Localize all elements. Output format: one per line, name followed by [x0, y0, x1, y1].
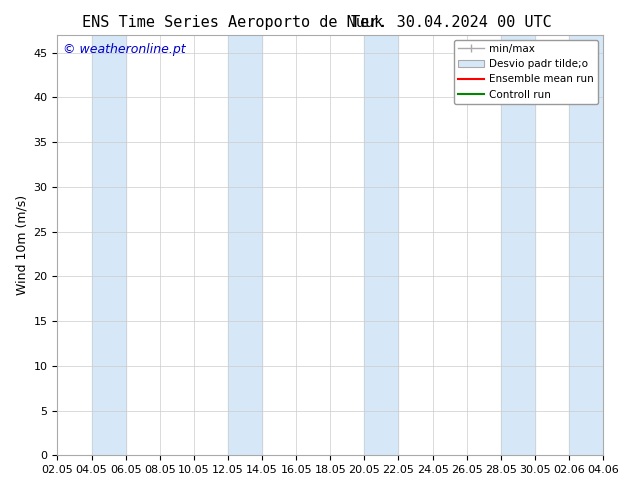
Bar — [91, 35, 126, 455]
Text: Ter. 30.04.2024 00 UTC: Ter. 30.04.2024 00 UTC — [351, 15, 552, 30]
Y-axis label: Wind 10m (m/s): Wind 10m (m/s) — [15, 195, 28, 295]
Bar — [569, 35, 603, 455]
Text: © weatheronline.pt: © weatheronline.pt — [63, 43, 186, 56]
Legend: min/max, Desvio padr tilde;o, Ensemble mean run, Controll run: min/max, Desvio padr tilde;o, Ensemble m… — [453, 40, 598, 104]
Bar — [228, 35, 262, 455]
Bar — [501, 35, 535, 455]
Bar — [365, 35, 399, 455]
Text: ENS Time Series Aeroporto de Nuuk: ENS Time Series Aeroporto de Nuuk — [82, 15, 384, 30]
